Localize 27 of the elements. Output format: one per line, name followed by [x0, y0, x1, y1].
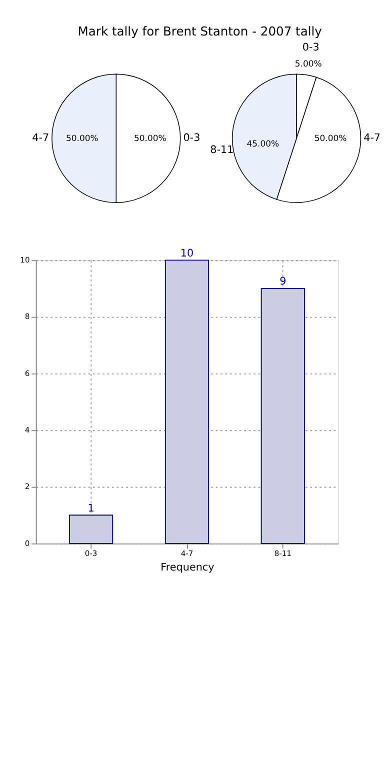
data-label: 45.00% — [246, 140, 280, 150]
y-tick-label: 2 — [24, 482, 30, 492]
slice-label: 8-11 — [210, 144, 234, 156]
bar — [68, 514, 114, 544]
chart-title: Mark tally for Brent Stanton - 2007 tally — [78, 24, 322, 39]
y-tick-label: 6 — [24, 368, 30, 378]
y-tick-label: 8 — [24, 312, 30, 322]
x-tick-label: 4-7 — [180, 549, 194, 558]
slice-label: 0-3 — [302, 42, 320, 54]
bar — [164, 260, 210, 544]
bar — [260, 288, 305, 544]
slice-label: 0-3 — [183, 132, 200, 144]
data-label: 50.00% — [66, 134, 98, 144]
y-tick-label: 0 — [24, 538, 30, 548]
data-label: 50.00% — [134, 134, 166, 144]
data-label: 50.00% — [314, 134, 347, 144]
x-axis-title: Frequency — [160, 561, 214, 574]
x-tick-label: 0-3 — [84, 549, 98, 558]
y-tick-label: 10 — [20, 256, 30, 265]
data-label: 1 — [88, 502, 94, 514]
data-label: 5.00% — [294, 60, 322, 70]
data-label: 10 — [180, 247, 194, 260]
data-label: 9 — [280, 276, 286, 288]
x-tick-label: 8-11 — [274, 549, 292, 558]
slice-label: 4-7 — [364, 132, 381, 144]
y-tick-label: 4 — [24, 426, 30, 435]
slice-label: 4-7 — [32, 132, 50, 144]
